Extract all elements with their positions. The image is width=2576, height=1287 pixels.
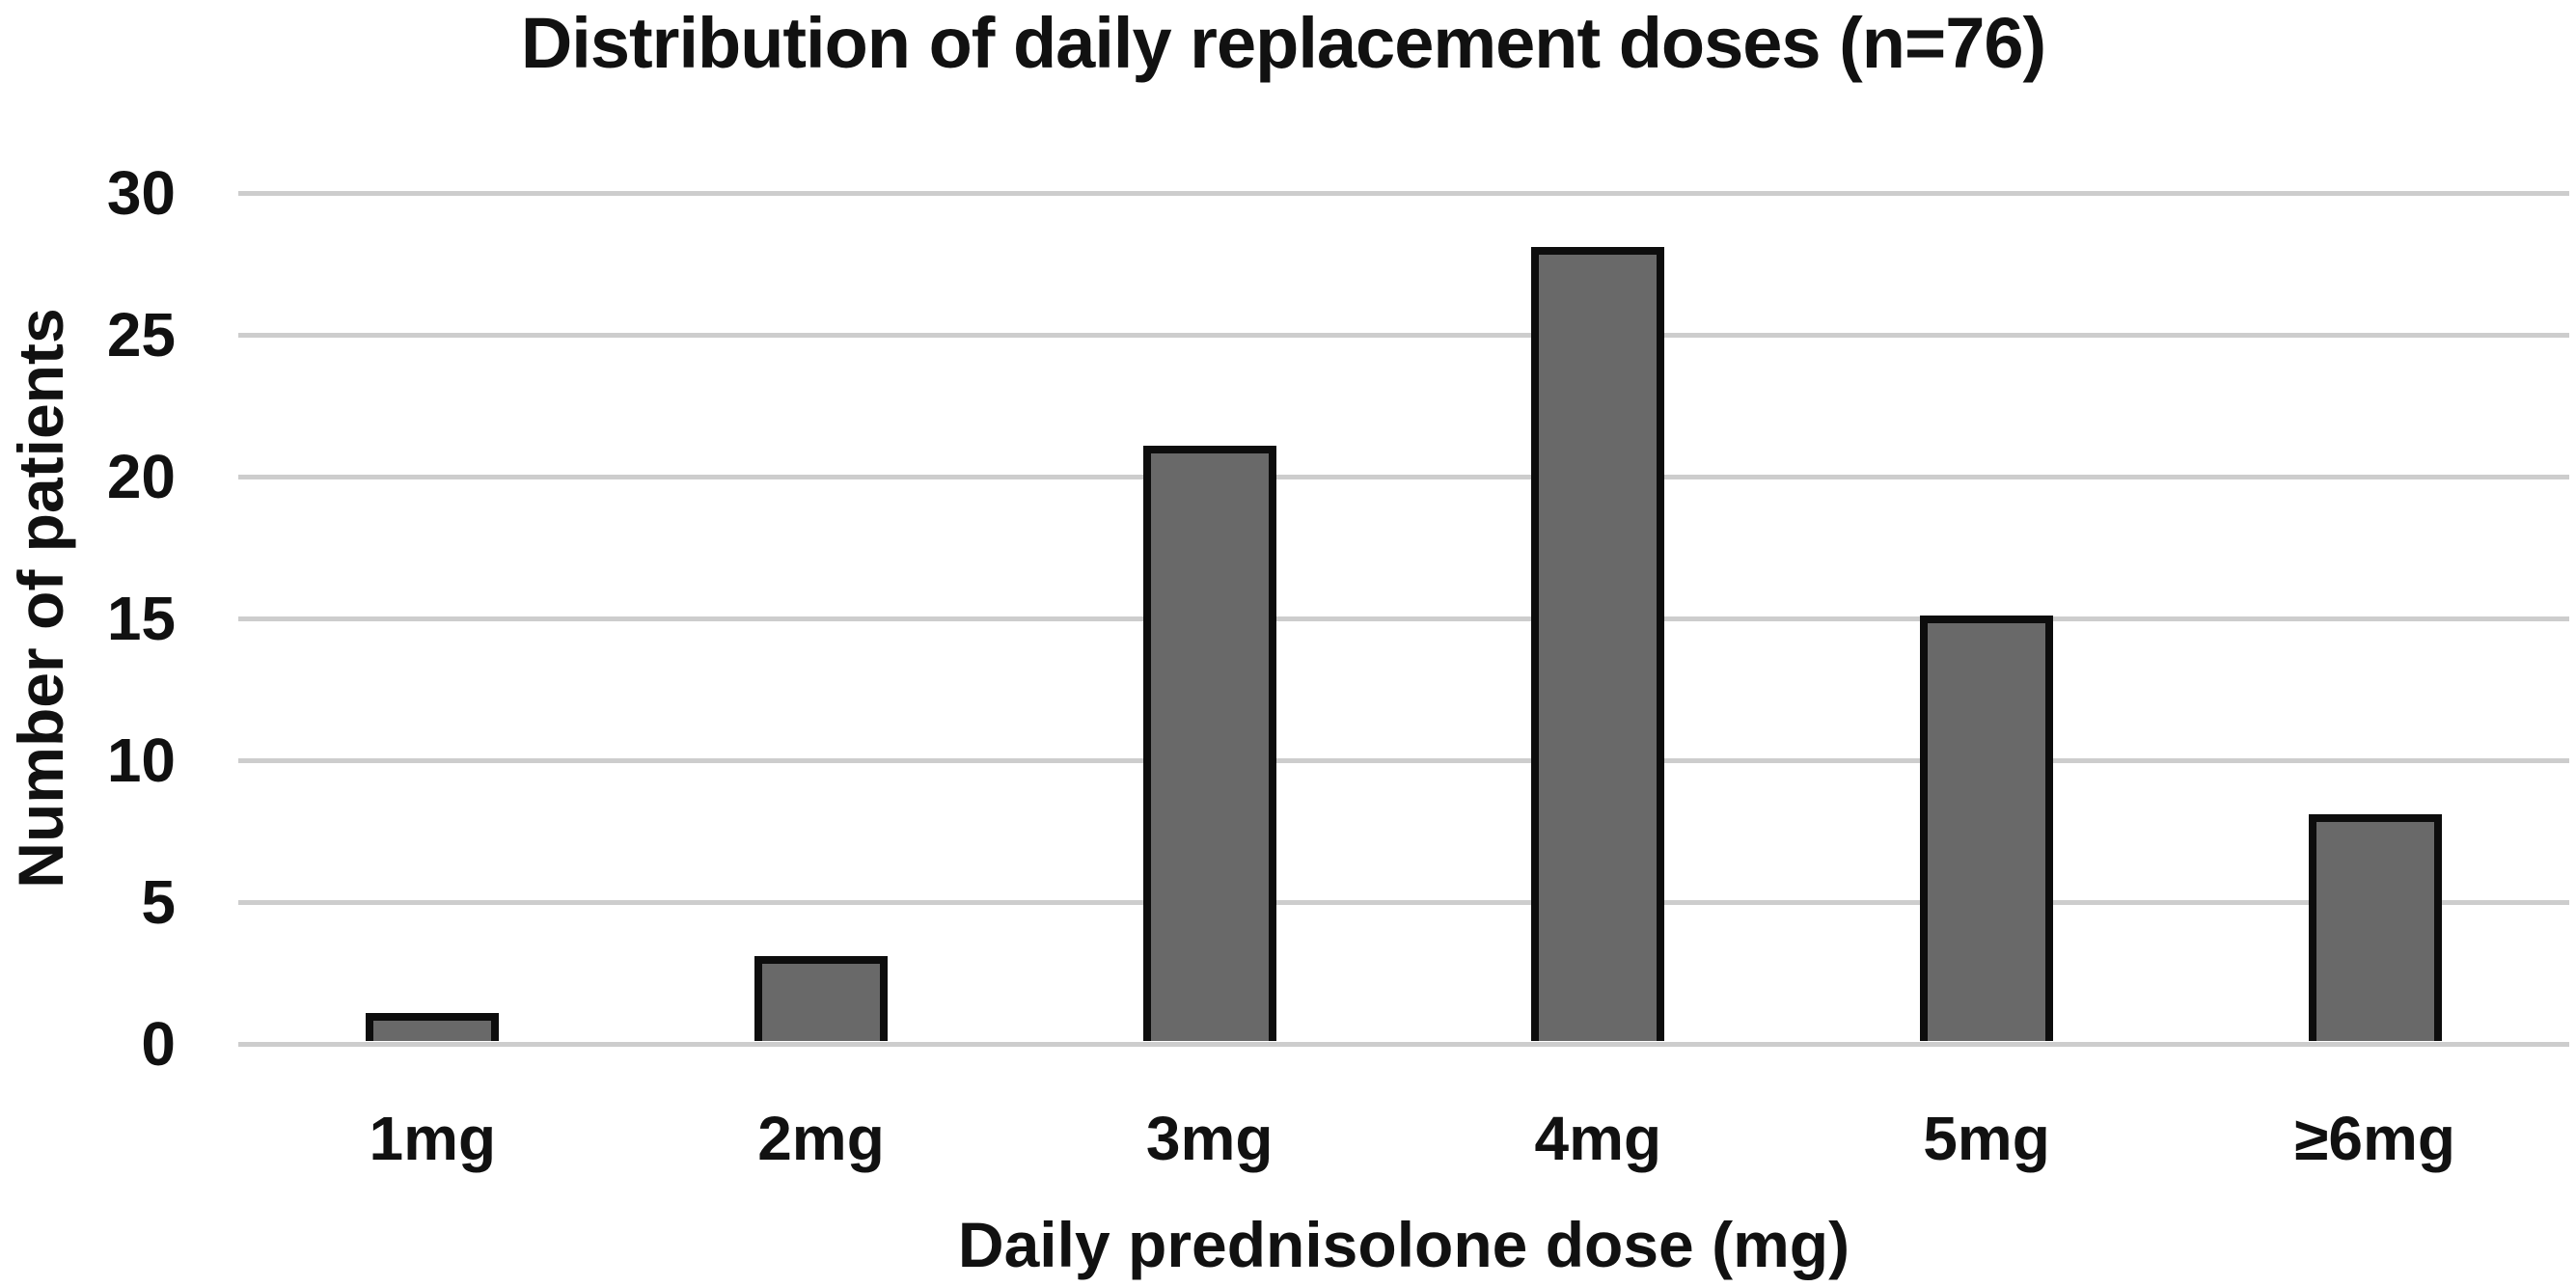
x-tick-label-4mg: 4mg	[1534, 1104, 1662, 1173]
bar-≥6mg	[2308, 813, 2442, 1041]
y-tick-label-20: 20	[106, 442, 176, 511]
y-tick-label-5: 5	[141, 867, 176, 937]
bar-4mg	[1531, 246, 1665, 1041]
x-tick-label-1mg: 1mg	[369, 1104, 497, 1173]
bar-5mg	[1920, 616, 2053, 1041]
x-tick-label-≥6mg: ≥6mg	[2294, 1104, 2456, 1173]
x-tick-label-2mg: 2mg	[757, 1104, 885, 1173]
plot-area	[238, 190, 2569, 1047]
x-tick-label-3mg: 3mg	[1145, 1104, 1274, 1173]
bar-2mg	[754, 955, 888, 1041]
x-axis-title: Daily prednisolone dose (mg)	[957, 1209, 1850, 1280]
y-tick-label-0: 0	[141, 1009, 176, 1079]
x-tick-label-5mg: 5mg	[1923, 1104, 2050, 1173]
gridline-5	[238, 899, 2569, 905]
y-tick-label-10: 10	[106, 726, 176, 795]
y-tick-label-15: 15	[106, 584, 176, 653]
gridline-0	[238, 1041, 2569, 1047]
chart-title: Distribution of daily replacement doses …	[520, 3, 2046, 83]
gridline-25	[238, 332, 2569, 338]
gridline-15	[238, 616, 2569, 621]
gridline-20	[238, 474, 2569, 479]
gridline-30	[238, 190, 2569, 196]
bar-1mg	[366, 1012, 500, 1041]
gridline-10	[238, 757, 2569, 763]
y-tick-label-30: 30	[106, 158, 176, 228]
bar-3mg	[1142, 445, 1276, 1041]
y-tick-label-25: 25	[106, 300, 176, 370]
